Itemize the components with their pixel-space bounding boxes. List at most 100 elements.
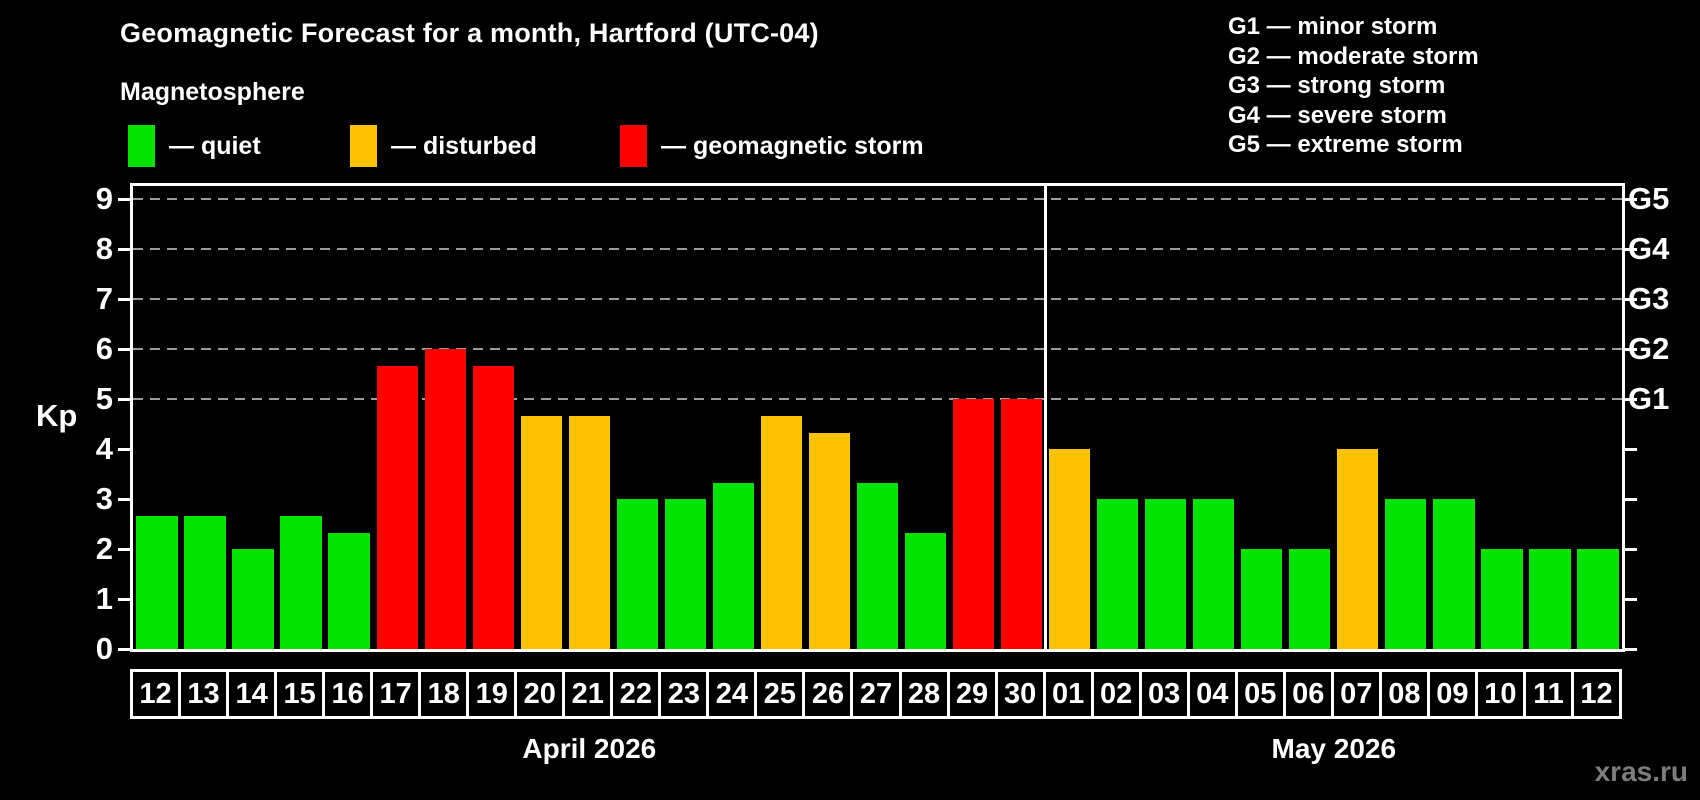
plot-inner: 0 1 2 3 4 5 6 7 8 9 G1 G2 G3 G4 G5: [96, 182, 1670, 666]
right-axis-label-g3: G3: [1628, 281, 1670, 316]
month-separator-line: [1044, 186, 1048, 649]
gridline-kp7: [133, 298, 1622, 300]
gridline-kp5: [133, 398, 1622, 400]
day-cell-apr-30: 30: [994, 669, 1046, 719]
legend-label-storm: — geomagnetic storm: [661, 131, 924, 160]
g-legend-line-5: G5 — extreme storm: [1228, 131, 1463, 158]
kp-bar-apr-29: [952, 399, 995, 649]
day-cell-may-08: 08: [1378, 669, 1430, 719]
y-tick-label-4: 4: [95, 431, 113, 466]
day-cell-apr-16: 16: [322, 669, 374, 719]
y-tick-right-3: [1625, 497, 1637, 501]
kp-bar-may-12: [1577, 549, 1619, 649]
y-tick-left-4: [118, 447, 130, 451]
legend-swatch-disturbed-icon: [350, 125, 377, 167]
kp-bar-may-02: [1097, 499, 1139, 649]
kp-bar-apr-15: [280, 515, 322, 649]
day-cell-apr-14: 14: [226, 669, 278, 719]
kp-bar-may-03: [1145, 499, 1187, 649]
day-cell-may-01: 01: [1042, 669, 1094, 719]
chart-title: Geomagnetic Forecast for a month, Hartfo…: [120, 18, 819, 48]
y-tick-right-8: [1625, 247, 1637, 251]
kp-bar-may-08: [1385, 499, 1427, 649]
y-tick-left-8: [118, 247, 130, 251]
gridline-kp8: [133, 248, 1622, 250]
kp-bar-apr-21: [568, 415, 610, 649]
xras-watermark: xras.ru: [1594, 756, 1688, 787]
day-cell-may-03: 03: [1138, 669, 1190, 719]
day-cell-apr-25: 25: [754, 669, 806, 719]
kp-bar-apr-14: [232, 549, 274, 649]
kp-bar-may-11: [1529, 549, 1571, 649]
legend-swatch-quiet-icon: [128, 125, 155, 167]
y-tick-left-2: [118, 547, 130, 551]
right-axis-label-g4: G4: [1628, 231, 1670, 266]
kp-bar-apr-18: [424, 349, 466, 649]
day-cell-apr-18: 18: [418, 669, 470, 719]
day-cell-apr-26: 26: [802, 669, 854, 719]
day-cell-apr-22: 22: [610, 669, 662, 719]
right-axis-label-g5: G5: [1628, 181, 1670, 216]
kp-bar-may-01: [1048, 449, 1091, 649]
kp-bar-apr-25: [760, 415, 803, 649]
kp-bar-apr-16: [328, 532, 370, 649]
y-tick-left-0: [118, 647, 130, 651]
day-cell-apr-15: 15: [274, 669, 326, 719]
y-tick-label-1: 1: [95, 581, 113, 616]
kp-bar-chart-plot: 0 1 2 3 4 5 6 7 8 9 G1 G2 G3 G4 G5: [96, 182, 1670, 666]
day-cell-apr-19: 19: [466, 669, 518, 719]
y-tick-right-1: [1625, 597, 1637, 601]
day-cell-may-07: 07: [1330, 669, 1382, 719]
g-legend-line-4: G4 — severe storm: [1228, 101, 1447, 129]
day-cell-apr-27: 27: [850, 669, 902, 719]
kp-bar-apr-24: [712, 482, 755, 649]
y-tick-left-3: [118, 497, 130, 501]
magnetosphere-legend-title: Magnetosphere: [120, 78, 305, 106]
kp-bar-apr-13: [184, 515, 226, 649]
legend-item-disturbed: — disturbed: [350, 124, 537, 168]
g-scale-legend: G1 — minor storm G2 — moderate storm G3 — …: [1228, 12, 1479, 160]
y-tick-right-2: [1625, 547, 1637, 551]
y-tick-left-9: [118, 197, 130, 201]
right-axis-label-g1: G1: [1628, 381, 1670, 416]
legend-label-disturbed: — disturbed: [391, 131, 537, 160]
kp-bar-apr-30: [1000, 399, 1043, 649]
day-cell-apr-13: 13: [178, 669, 230, 719]
day-cell-apr-21: 21: [562, 669, 614, 719]
g-legend-line-1: G1 — minor storm: [1228, 13, 1438, 40]
legend-item-storm: — geomagnetic storm: [620, 124, 924, 168]
day-cell-may-12: 12: [1570, 669, 1622, 719]
y-tick-right-9: [1625, 197, 1637, 201]
y-tick-label-2: 2: [95, 531, 113, 566]
y-tick-label-0: 0: [95, 631, 113, 666]
day-label-strip: 12 13 14 15 16 17 18 19 20 21 22 23 24 25 26 27 28 29 30 01…: [130, 669, 1625, 719]
legend-label-quiet: — quiet: [169, 131, 261, 160]
day-cell-apr-20: 20: [514, 669, 566, 719]
g-legend-line-2: G2 — moderate storm: [1228, 42, 1479, 70]
kp-bar-may-10: [1481, 549, 1523, 649]
y-tick-left-5: [118, 397, 130, 401]
day-cell-apr-29: 29: [946, 669, 998, 719]
day-cell-apr-12: 12: [130, 669, 182, 719]
kp-bar-apr-12: [136, 515, 178, 649]
gridline-kp6: [133, 348, 1622, 350]
day-cell-may-04: 04: [1186, 669, 1238, 719]
kp-bar-apr-22: [616, 499, 658, 649]
kp-bar-may-09: [1433, 499, 1475, 649]
day-cell-may-10: 10: [1474, 669, 1526, 719]
g-legend-line-3: G3 — strong storm: [1228, 72, 1446, 99]
y-tick-left-1: [118, 597, 130, 601]
right-axis-label-g2: G2: [1628, 331, 1670, 366]
y-tick-left-7: [118, 297, 130, 301]
kp-bar-apr-27: [856, 482, 899, 649]
kp-bar-may-05: [1241, 549, 1283, 649]
y-tick-label-7: 7: [95, 281, 113, 316]
kp-axis-title: Kp: [36, 398, 78, 433]
day-cell-apr-28: 28: [898, 669, 950, 719]
day-cell-may-02: 02: [1090, 669, 1142, 719]
day-cell-apr-17: 17: [370, 669, 422, 719]
kp-bar-apr-20: [520, 415, 562, 649]
month-caption-may: May 2026: [1271, 733, 1397, 764]
y-tick-label-8: 8: [95, 231, 113, 266]
